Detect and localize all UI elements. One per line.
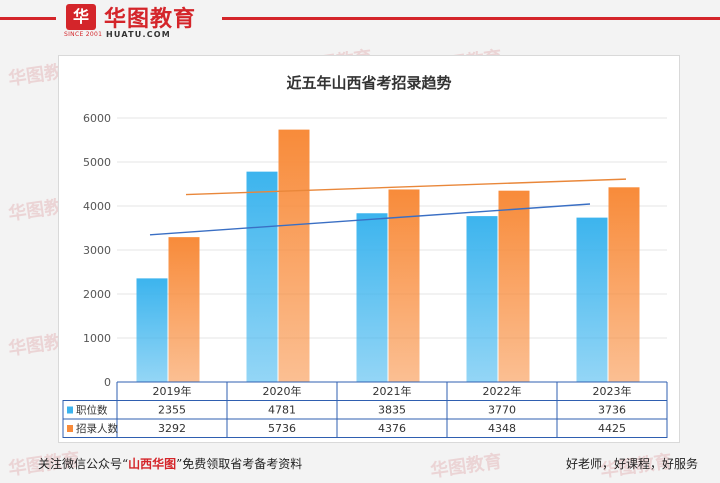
legend-label: 职位数	[76, 404, 108, 417]
trendline	[185, 178, 627, 196]
y-tick-label: 5000	[83, 156, 111, 169]
bar	[168, 237, 200, 382]
bar	[466, 216, 498, 382]
footer-promo-suffix: ”免费领取省考备考资料	[176, 457, 303, 471]
y-tick-label: 0	[104, 376, 111, 389]
bar	[576, 217, 608, 382]
legend-label: 招录人数	[76, 422, 118, 435]
data-label: 3835	[378, 404, 406, 417]
watermark-logo: 华图教育	[429, 451, 504, 482]
chart-bars	[136, 129, 640, 382]
bar	[278, 129, 310, 382]
data-label: 4348	[488, 422, 516, 435]
footer-promo-highlight: 山西华图	[128, 457, 177, 471]
header-rule-left	[0, 17, 56, 20]
data-label: 4781	[268, 404, 296, 417]
trendline	[149, 203, 591, 236]
bar	[246, 171, 278, 382]
footer-promo-prefix: 关注微信公众号“	[38, 457, 129, 471]
chart-title: 近五年山西省考招录趋势	[286, 74, 451, 92]
y-tick-label: 3000	[83, 244, 111, 257]
logo-since: SINCE 2001	[64, 31, 103, 38]
trendlines	[149, 178, 627, 236]
legend-swatch	[67, 425, 73, 432]
x-tick-label: 2023年	[593, 384, 632, 398]
y-tick-label: 2000	[83, 288, 111, 301]
bar	[388, 189, 420, 382]
data-label: 3736	[598, 404, 626, 417]
header-bar: 华 SINCE 2001 华图教育 HUATU.COM	[0, 0, 720, 44]
x-tick-label: 2022年	[483, 384, 522, 398]
bar	[356, 213, 388, 382]
y-tick-label: 4000	[83, 200, 111, 213]
bar	[608, 187, 640, 382]
data-label: 4376	[378, 422, 406, 435]
x-tick-label: 2019年	[153, 384, 192, 398]
data-label: 2355	[158, 404, 186, 417]
bar-chart: 近五年山西省考招录趋势 0 1000 2000 3000 4000 5000 6000 20…	[62, 74, 668, 438]
chart-card: 近五年山西省考招录趋势 0 1000 2000 3000 4000 5000 6000 20…	[58, 55, 680, 443]
data-label: 3292	[158, 422, 186, 435]
data-label: 3770	[488, 404, 516, 417]
logo-url: HUATU.COM	[106, 30, 171, 39]
logo-name: 华图教育	[104, 7, 197, 32]
header-rule-right	[222, 17, 720, 20]
x-tick-label: 2020年	[263, 384, 302, 398]
y-tick-label: 6000	[83, 112, 111, 125]
y-tick-label: 1000	[83, 332, 111, 345]
x-tick-label: 2021年	[373, 384, 412, 398]
logo-icon: 华	[66, 4, 96, 30]
bar	[498, 190, 530, 382]
bar	[136, 278, 168, 382]
footer-slogan: 好老师，好课程，好服务	[565, 457, 698, 471]
data-label: 5736	[268, 422, 296, 435]
footer-promo: 关注微信公众号“山西华图”免费领取省考备考资料	[38, 455, 302, 472]
legend-swatch	[67, 406, 73, 414]
y-axis: 0 1000 2000 3000 4000 5000 6000	[83, 112, 111, 389]
data-label: 4425	[598, 422, 626, 435]
